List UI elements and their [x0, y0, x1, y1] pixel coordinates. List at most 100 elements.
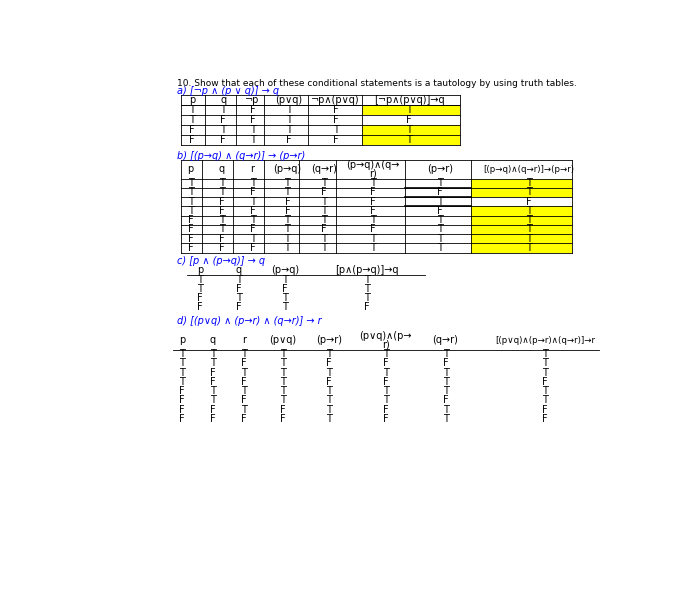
Text: (p∨q): (p∨q) [275, 95, 302, 105]
Text: (p→q): (p→q) [271, 265, 299, 275]
Text: T: T [189, 105, 195, 115]
Text: F: F [219, 233, 225, 244]
Text: T: T [282, 275, 288, 285]
Text: T: T [326, 349, 332, 359]
Text: F: F [179, 405, 185, 415]
Text: F: F [197, 293, 203, 303]
Text: p: p [179, 335, 186, 346]
Text: T: T [326, 368, 332, 378]
Text: T: T [280, 377, 286, 387]
Text: F: F [332, 115, 338, 124]
Text: F: F [542, 414, 547, 424]
Text: T: T [526, 233, 532, 244]
Text: T: T [220, 125, 226, 135]
Text: T: T [326, 405, 332, 415]
Text: r: r [251, 164, 255, 174]
Text: F: F [210, 368, 216, 378]
Text: F: F [332, 135, 338, 145]
Text: T: T [250, 233, 255, 244]
Text: F: F [370, 224, 375, 235]
Text: F: F [250, 243, 255, 253]
Text: T: T [442, 386, 449, 396]
Text: F: F [370, 187, 375, 198]
Text: F: F [189, 135, 195, 145]
Text: T: T [438, 197, 443, 207]
Text: T: T [370, 215, 376, 225]
Text: T: T [542, 359, 547, 368]
Text: T: T [526, 215, 532, 225]
Text: F: F [188, 233, 193, 244]
Text: T: T [526, 178, 532, 188]
Text: (q→r): (q→r) [311, 164, 337, 174]
Text: T: T [438, 215, 443, 225]
Text: T: T [241, 368, 247, 378]
Text: T: T [542, 368, 547, 378]
Text: (p∨q): (p∨q) [270, 335, 296, 346]
Text: F: F [370, 197, 375, 207]
Text: a) [¬p ∧ (p ∨ q)] → q: a) [¬p ∧ (p ∨ q)] → q [176, 86, 279, 96]
Text: T: T [383, 386, 389, 396]
Text: T: T [442, 377, 449, 387]
Text: T: T [284, 224, 290, 235]
Text: F: F [219, 243, 225, 253]
Text: (q→r): (q→r) [433, 335, 459, 346]
Text: T: T [442, 368, 449, 378]
Text: F: F [383, 377, 389, 387]
Text: F: F [241, 359, 247, 368]
Text: T: T [218, 187, 225, 198]
Text: F: F [286, 135, 292, 145]
Text: q: q [236, 265, 241, 275]
Bar [471, 179, 572, 188]
Text: F: F [188, 224, 193, 235]
Text: (p∨q)∧(p→: (p∨q)∧(p→ [360, 331, 412, 341]
Text: F: F [236, 284, 241, 294]
Text: F: F [364, 302, 370, 312]
Text: F: F [250, 206, 255, 216]
Text: T: T [370, 178, 376, 188]
Text: T: T [383, 349, 389, 359]
Bar [362, 135, 459, 145]
Text: c) [p ∧ (p→q)] → q: c) [p ∧ (p→q)] → q [176, 256, 265, 266]
Text: F: F [542, 377, 547, 387]
Text: T: T [286, 115, 292, 124]
Text: T: T [284, 187, 290, 198]
Bar [471, 225, 572, 234]
Text: T: T [406, 125, 412, 135]
Text: F: F [250, 105, 255, 115]
Text: T: T [284, 233, 290, 244]
Text: F: F [285, 206, 290, 216]
Text: T: T [526, 187, 532, 198]
Text: T: T [321, 243, 327, 253]
Text: T: T [236, 275, 241, 285]
Text: T: T [321, 233, 327, 244]
Text: T: T [250, 215, 255, 225]
Text: T: T [406, 105, 412, 115]
Text: p: p [197, 265, 203, 275]
Bar [471, 206, 572, 216]
Text: T: T [179, 349, 185, 359]
Text: F: F [438, 206, 443, 216]
Text: F: F [383, 405, 389, 415]
Text: T: T [188, 187, 193, 198]
Text: (p→r): (p→r) [427, 164, 453, 174]
Text: q: q [210, 335, 216, 346]
Text: 10. Show that each of these conditional statements is a tautology by using truth: 10. Show that each of these conditional … [176, 79, 576, 88]
Text: T: T [526, 224, 532, 235]
Text: T: T [250, 125, 255, 135]
Bar [471, 234, 572, 243]
Text: T: T [363, 275, 370, 285]
Text: T: T [370, 233, 376, 244]
Text: T: T [220, 105, 226, 115]
Text: T: T [280, 359, 286, 368]
Text: T: T [286, 125, 292, 135]
Text: ¬p∧(p∨q): ¬p∧(p∨q) [312, 95, 360, 105]
Text: T: T [438, 243, 443, 253]
Text: F: F [406, 115, 412, 124]
Text: T: T [526, 243, 532, 253]
Text: T: T [218, 224, 225, 235]
Text: F: F [220, 115, 226, 124]
Text: T: T [188, 197, 193, 207]
Text: T: T [189, 115, 195, 124]
Text: T: T [241, 349, 247, 359]
Text: T: T [218, 215, 225, 225]
